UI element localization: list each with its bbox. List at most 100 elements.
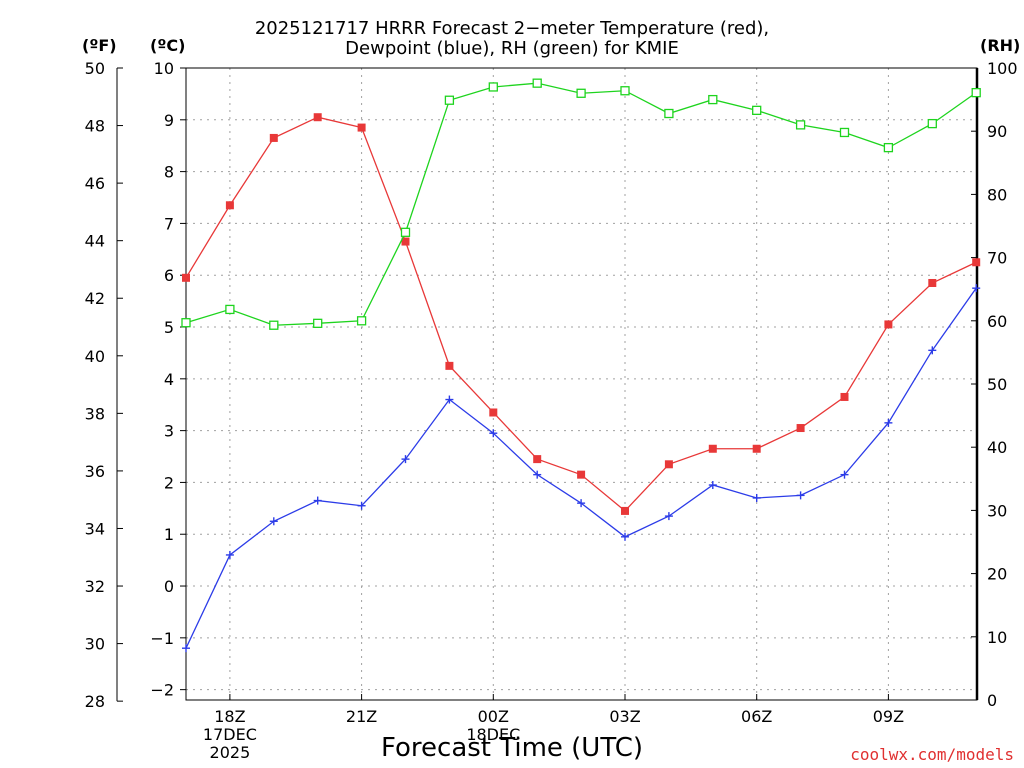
rh-point — [664, 108, 674, 119]
rh-point — [839, 127, 850, 138]
temperature-point — [182, 273, 190, 282]
fahrenheit-tick-label: 42 — [85, 289, 105, 308]
rh-tick-label: 20 — [987, 565, 1007, 584]
celsius-tick-label: 5 — [164, 318, 174, 337]
x-tick-label: 18Z — [214, 707, 245, 726]
temperature-point — [577, 470, 586, 479]
temperature-point — [928, 278, 937, 287]
credit-text: coolwx.com/models — [850, 745, 1014, 764]
temperature-point — [840, 392, 849, 401]
fahrenheit-tick-label: 28 — [85, 692, 105, 711]
dewpoint-point — [796, 491, 805, 500]
rh-point — [971, 87, 981, 98]
rh-point — [181, 318, 191, 328]
dewpoint-point — [577, 499, 586, 508]
chart-title-line-1: 2025121717 HRRR Forecast 2−meter Tempera… — [254, 18, 770, 39]
fahrenheit-tick-label: 46 — [85, 174, 105, 193]
temperature-point — [269, 133, 278, 142]
dewpoint-point — [752, 493, 761, 502]
rh-point — [620, 86, 630, 96]
temperature-point — [313, 113, 322, 122]
celsius-tick-label: 7 — [164, 214, 174, 233]
temperature-point — [752, 444, 761, 453]
celsius-tick-label: 2 — [164, 473, 174, 492]
x-tick-date-label: 2025 — [210, 743, 251, 762]
rh-point — [225, 304, 235, 315]
x-axis-label: Forecast Time (UTC) — [380, 733, 643, 763]
celsius-tick-label: 9 — [164, 111, 174, 130]
temperature-point — [664, 460, 673, 469]
dewpoint-point — [313, 496, 322, 505]
rh-point — [356, 316, 367, 326]
rh-point — [927, 118, 937, 129]
rh-tick-label: 10 — [987, 628, 1007, 647]
dewpoint-point — [928, 346, 937, 355]
celsius-tick-label: 3 — [164, 422, 174, 441]
rh-line — [185, 82, 977, 326]
dewpoint-point — [269, 517, 278, 526]
x-tick-label: 03Z — [609, 707, 640, 726]
rh-tick-label: 40 — [987, 438, 1007, 457]
rh-point — [269, 320, 279, 330]
chart-title-line-2: Dewpoint (blue), RH (green) for KMIE — [345, 38, 679, 59]
celsius-tick-label: 1 — [164, 525, 174, 544]
fahrenheit-tick-label: 34 — [85, 519, 105, 538]
rh-point — [708, 94, 718, 105]
celsius-tick-label: −1 — [150, 629, 174, 648]
temperature-point — [357, 123, 366, 132]
rh-point — [488, 82, 498, 92]
rh-point — [883, 142, 894, 153]
rh-point — [532, 78, 542, 88]
rh-tick-label: 90 — [987, 122, 1007, 141]
dewpoint-point — [357, 501, 366, 510]
dewpoint-point — [182, 644, 190, 653]
fahrenheit-tick-label: 38 — [85, 404, 105, 423]
x-tick-date-label: 17DEC — [203, 725, 257, 744]
dewpoint-point — [489, 429, 498, 438]
temperature-point — [972, 258, 981, 267]
rh-tick-label: 60 — [987, 312, 1007, 331]
rh-point — [444, 95, 455, 105]
dewpoint-point — [972, 284, 981, 293]
dewpoint-point — [621, 532, 629, 541]
rh-point — [576, 88, 586, 98]
temperature-point — [884, 320, 893, 329]
dewpoint-point — [445, 395, 454, 404]
fahrenheit-tick-label: 36 — [85, 462, 105, 481]
celsius-tick-label: 4 — [164, 370, 174, 389]
temperature-point — [401, 237, 410, 246]
x-tick-label: 06Z — [741, 707, 772, 726]
temperature-point — [225, 201, 234, 210]
fahrenheit-tick-label: 48 — [85, 117, 105, 136]
fahrenheit-tick-label: 44 — [85, 232, 105, 251]
temperature-point — [708, 444, 717, 453]
dewpoint-point — [401, 455, 410, 464]
rh-point — [400, 227, 411, 237]
rh-tick-label: 50 — [987, 375, 1007, 394]
x-tick-label: 21Z — [346, 707, 377, 726]
celsius-tick-label: 8 — [164, 163, 174, 182]
rh-point — [752, 105, 762, 115]
celsius-tick-label: 6 — [164, 266, 174, 285]
celsius-tick-label: 0 — [164, 577, 174, 596]
dewpoint-point — [664, 512, 673, 521]
celsius-tick-label: −2 — [150, 681, 174, 700]
rh-tick-label: 100 — [987, 59, 1018, 78]
temperature-point — [489, 408, 498, 417]
celsius-tick-label: 10 — [154, 59, 174, 78]
dewpoint-point — [840, 470, 849, 479]
temperature-point — [796, 424, 805, 433]
rh-point — [313, 318, 323, 328]
x-tick-date-label: 18DEC — [466, 725, 520, 744]
rh-tick-label: 0 — [987, 691, 997, 710]
fahrenheit-tick-label: 40 — [85, 347, 105, 366]
temperature-point — [445, 361, 454, 370]
plot-frame — [185, 67, 978, 701]
fahrenheit-tick-label: 30 — [85, 635, 105, 654]
dewpoint-point — [884, 418, 893, 427]
rh-tick-label: 80 — [987, 185, 1007, 204]
rh-point — [795, 120, 806, 130]
fahrenheit-tick-label: 32 — [85, 577, 105, 596]
dewpoint-line — [185, 287, 977, 649]
